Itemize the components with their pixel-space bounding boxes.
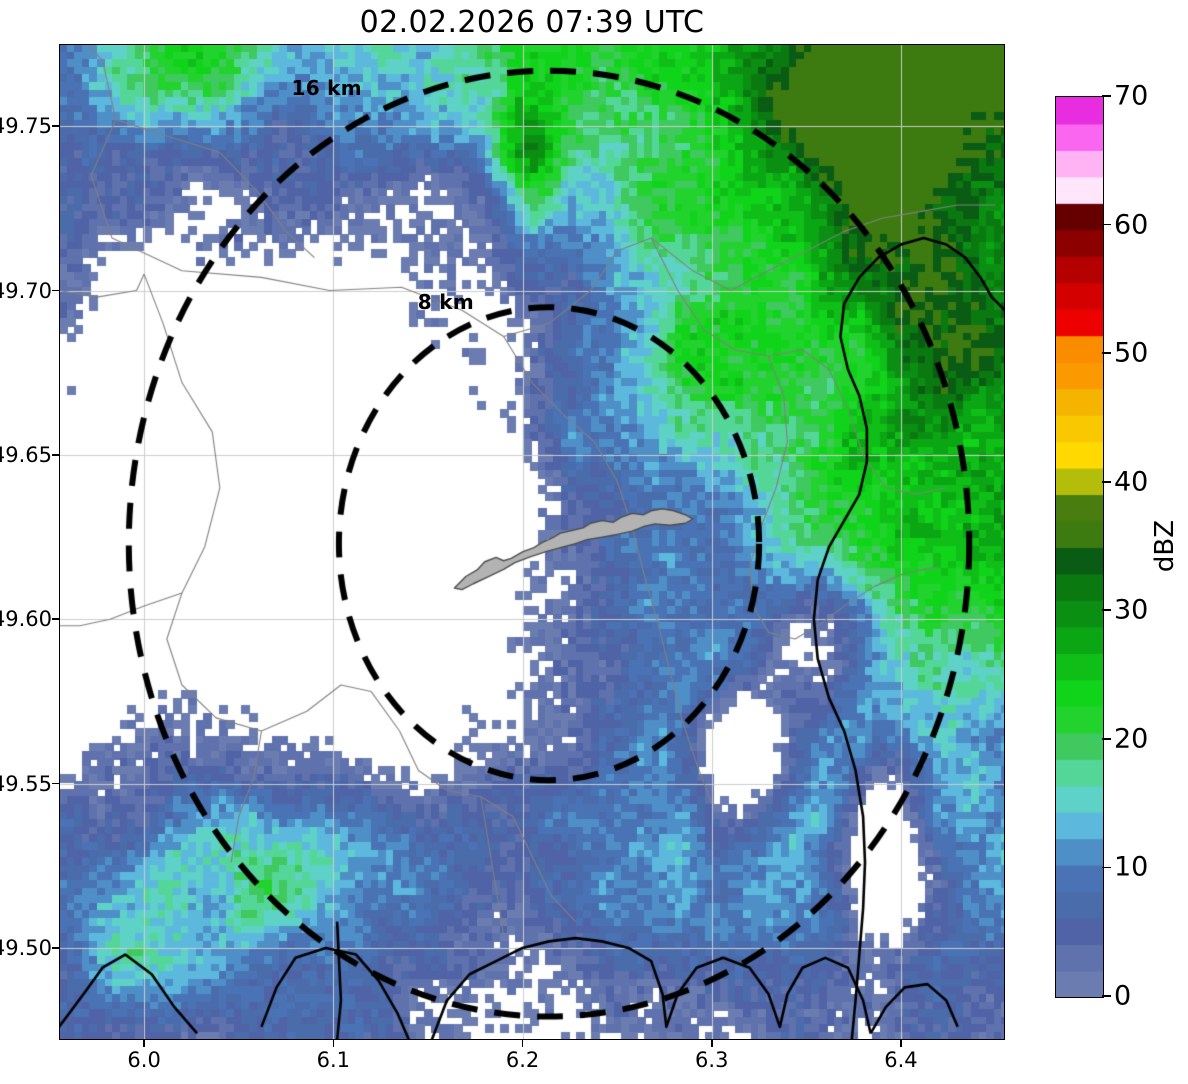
colorbar-tick-label: 70 — [1114, 80, 1149, 112]
x-tick-mark — [143, 1040, 145, 1047]
radar-map-plot[interactable] — [59, 44, 1005, 1040]
range-ring-label-16km: 16 km — [291, 76, 362, 101]
x-tick-label: 6.0 — [127, 1048, 161, 1072]
colorbar-tick-mark — [1102, 95, 1111, 97]
colorbar-tick-label: 60 — [1114, 209, 1149, 241]
colorbar-tick-mark — [1102, 352, 1111, 354]
colorbar-tick-label: 40 — [1114, 466, 1149, 498]
colorbar-tick-mark — [1102, 738, 1111, 740]
y-tick-mark — [52, 618, 59, 621]
y-tick-mark — [52, 782, 59, 785]
colorbar-tick-label: 50 — [1114, 337, 1149, 369]
y-tick-mark — [52, 947, 59, 949]
y-tick-mark — [52, 289, 59, 292]
y-tick-label: 49.60 — [0, 607, 52, 632]
x-tick-mark — [332, 1040, 335, 1047]
range-ring-label-8km: 8 km — [417, 290, 475, 315]
y-tick-label: 49.70 — [0, 278, 52, 303]
y-tick-label: 49.50 — [0, 935, 52, 960]
y-tick-mark — [52, 125, 59, 127]
colorbar-tick-mark — [1102, 609, 1111, 612]
colorbar-tick-label: 30 — [1114, 594, 1149, 626]
y-tick-label: 49.55 — [0, 771, 52, 796]
colorbar-tick-mark — [1102, 866, 1111, 869]
colorbar-tick-mark — [1102, 480, 1111, 483]
x-tick-label: 6.1 — [316, 1048, 351, 1072]
x-tick-label: 6.2 — [505, 1048, 540, 1072]
x-tick-label: 6.3 — [695, 1048, 729, 1072]
colorbar-tick-label: 20 — [1114, 723, 1149, 755]
x-tick-mark — [900, 1040, 902, 1047]
colorbar-title: dBZ — [1150, 519, 1180, 573]
colorbar-tick-mark — [1102, 223, 1111, 226]
colorbar-tick-mark — [1102, 995, 1111, 997]
figure-title: 02.02.2026 07:39 UTC — [359, 4, 705, 40]
colorbar-tick-label: 10 — [1114, 851, 1149, 883]
colorbar-gradient — [1055, 96, 1104, 998]
x-tick-label: 6.4 — [884, 1048, 918, 1072]
y-tick-label: 49.75 — [0, 114, 52, 139]
y-tick-label: 49.65 — [0, 442, 52, 467]
colorbar[interactable] — [1055, 96, 1104, 998]
y-tick-mark — [52, 454, 59, 456]
map-overlay-layer — [59, 44, 1005, 1040]
x-tick-mark — [521, 1040, 524, 1047]
colorbar-tick-label: 0 — [1114, 980, 1132, 1012]
x-tick-mark — [710, 1040, 713, 1047]
